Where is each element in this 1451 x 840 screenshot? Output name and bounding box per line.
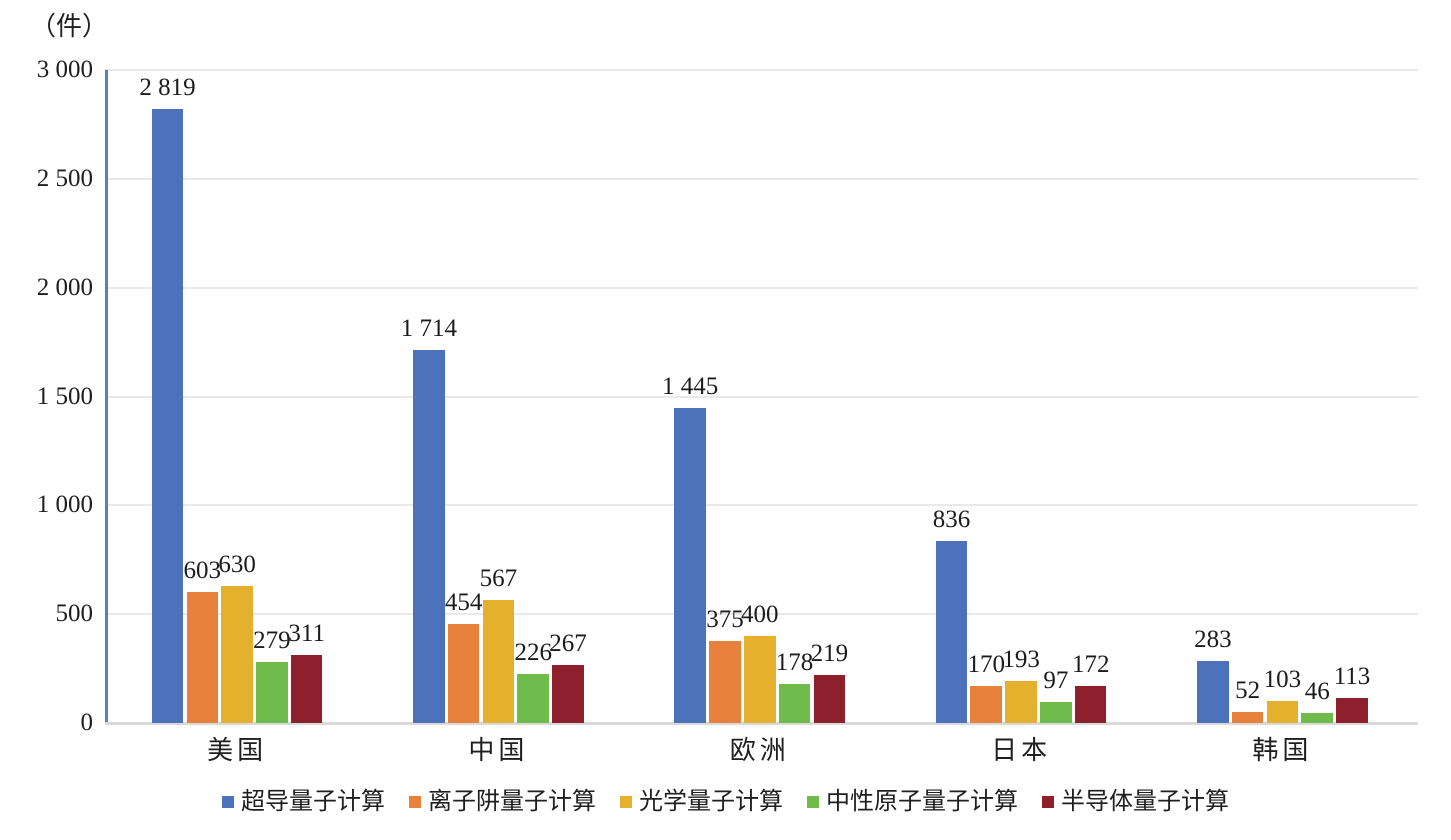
bar-value-label: 178 <box>775 649 814 677</box>
bar-value-label: 603 <box>183 556 222 584</box>
x-axis-line <box>105 722 1418 725</box>
bar-value-label: 172 <box>1071 650 1110 678</box>
bar-value-label: 113 <box>1333 663 1371 691</box>
legend-label: 光学量子计算 <box>639 789 783 815</box>
category-label: 美国 <box>207 736 268 765</box>
bar-value-label: 836 <box>932 506 971 534</box>
legend-label: 中性原子量子计算 <box>826 789 1018 815</box>
legend-item: 光学量子计算 <box>620 788 783 816</box>
bar-value-label: 52 <box>1235 676 1261 704</box>
bar <box>1040 701 1072 723</box>
bar <box>813 675 846 723</box>
gridline <box>105 504 1418 507</box>
bar-value-label: 311 <box>288 620 325 648</box>
legend-label: 半导体量子计算 <box>1061 789 1229 815</box>
legend-label: 离子阱量子计算 <box>428 789 596 815</box>
category-label: 日本 <box>991 736 1052 765</box>
bar <box>221 585 253 723</box>
legend: 超导量子计算 离子阱量子计算 光学量子计算 中性原子量子计算 半导体量子计算 <box>0 782 1451 822</box>
bar <box>674 408 706 723</box>
y-tick-label: 1 500 <box>36 382 93 410</box>
bar-value-label: 283 <box>1194 626 1232 654</box>
bar-value-label: 267 <box>549 629 587 657</box>
bar-value-label: 103 <box>1263 665 1302 693</box>
bar-value-label: 375 <box>706 606 744 634</box>
bar-value-label: 454 <box>444 589 483 617</box>
bar-value-label: 97 <box>1043 666 1069 694</box>
bar-value-label: 400 <box>741 600 779 628</box>
bar-value-label: 226 <box>514 638 552 666</box>
bar <box>1231 711 1264 723</box>
y-tick-label: 2 000 <box>36 273 93 301</box>
bar <box>1266 700 1299 723</box>
legend-label: 超导量子计算 <box>241 789 385 815</box>
bar <box>1336 698 1368 723</box>
legend-swatch <box>409 796 421 808</box>
bar-value-label: 630 <box>218 550 256 578</box>
bar-value-label: 2 819 <box>139 74 196 102</box>
bar <box>709 641 741 723</box>
bar <box>447 624 480 723</box>
bar-value-label: 193 <box>1002 645 1040 673</box>
y-tick-label: 500 <box>55 600 94 628</box>
bar-value-label: 279 <box>253 627 291 655</box>
bar <box>482 599 515 723</box>
bar <box>935 541 968 723</box>
legend-item: 离子阱量子计算 <box>409 788 596 816</box>
bar <box>1005 680 1037 723</box>
bar-value-label: 1 714 <box>400 314 457 342</box>
bar <box>151 109 184 723</box>
bar <box>552 664 584 723</box>
legend-item: 半导体量子计算 <box>1042 788 1229 816</box>
bar <box>1074 685 1107 723</box>
gridline <box>105 613 1418 616</box>
y-axis-line <box>105 70 108 723</box>
legend-swatch <box>222 796 234 808</box>
bar <box>1301 712 1333 723</box>
bar <box>517 673 550 723</box>
bar <box>743 635 776 723</box>
bar <box>256 662 288 723</box>
bar-value-label: 46 <box>1304 677 1330 705</box>
category-label: 欧洲 <box>729 736 790 765</box>
legend-swatch <box>807 796 819 808</box>
gridline <box>105 177 1418 180</box>
legend-item: 中性原子量子计算 <box>807 788 1018 816</box>
bar <box>778 684 811 723</box>
bar-value-label: 1 445 <box>662 373 719 401</box>
gridline <box>105 69 1418 71</box>
y-tick-label: 2 500 <box>36 164 93 192</box>
bar <box>970 685 1003 723</box>
category-label: 韩国 <box>1252 736 1313 765</box>
category-label: 中国 <box>468 736 529 765</box>
y-tick-label: 1 000 <box>36 491 93 519</box>
legend-item: 超导量子计算 <box>222 788 385 816</box>
y-axis-unit-label: （件） <box>30 12 109 41</box>
bar-value-label: 567 <box>479 564 518 592</box>
bar <box>186 591 219 723</box>
gridline <box>105 395 1418 398</box>
bar <box>290 655 323 723</box>
bar-value-label: 170 <box>967 650 1006 678</box>
legend-swatch <box>620 796 632 808</box>
y-tick-label: 0 <box>80 709 94 736</box>
y-tick-label: 3 000 <box>36 56 93 83</box>
bar-value-label: 219 <box>810 640 849 668</box>
bar <box>1197 661 1229 723</box>
gridline <box>105 286 1418 289</box>
bar <box>413 349 445 723</box>
legend-swatch <box>1042 796 1054 808</box>
